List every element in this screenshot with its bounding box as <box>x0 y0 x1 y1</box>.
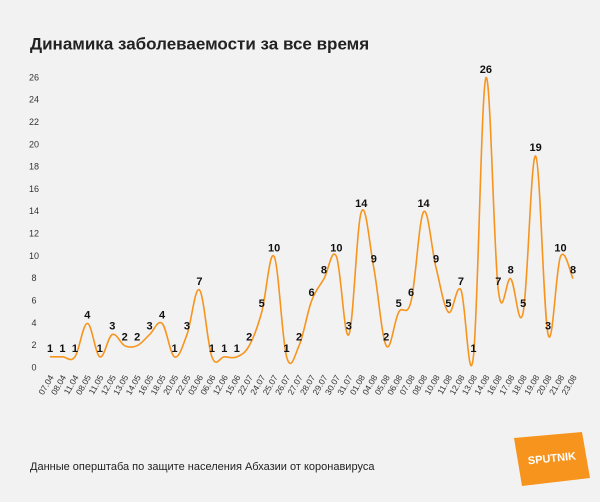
data-label: 3 <box>545 320 551 332</box>
y-tick-label: 0 <box>31 362 36 372</box>
data-label: 2 <box>246 332 252 344</box>
data-label: 2 <box>122 332 128 344</box>
data-label: 2 <box>134 332 140 344</box>
data-label: 8 <box>508 265 514 277</box>
data-label: 4 <box>159 309 166 321</box>
chart-title: Динамика заболеваемости за все время <box>30 34 369 53</box>
data-label: 3 <box>184 320 190 332</box>
data-label: 1 <box>470 343 476 355</box>
y-tick-label: 10 <box>29 251 39 261</box>
y-tick-label: 24 <box>29 95 39 105</box>
y-tick-label: 8 <box>31 273 36 283</box>
y-tick-label: 26 <box>29 72 39 82</box>
y-tick-label: 14 <box>29 206 39 216</box>
data-label: 1 <box>209 343 215 355</box>
data-label: 9 <box>433 254 439 266</box>
logo: SPUTNIK <box>514 432 590 486</box>
data-label: 10 <box>554 242 566 254</box>
logo-shape <box>514 432 590 486</box>
y-tick-label: 18 <box>29 162 39 172</box>
data-label: 3 <box>147 320 153 332</box>
data-label: 14 <box>417 198 430 210</box>
data-label: 4 <box>84 309 91 321</box>
data-label: 26 <box>480 64 492 76</box>
data-label: 7 <box>458 276 464 288</box>
data-label: 6 <box>408 287 414 299</box>
y-tick-label: 4 <box>31 318 36 328</box>
data-label: 5 <box>396 298 402 310</box>
data-label: 1 <box>284 343 290 355</box>
data-label: 5 <box>445 298 451 310</box>
data-label: 5 <box>520 298 526 310</box>
y-tick-label: 22 <box>29 117 39 127</box>
data-label: 3 <box>109 320 115 332</box>
data-label: 2 <box>383 332 389 344</box>
logo-text: SPUTNIK <box>527 450 576 467</box>
data-label: 8 <box>570 265 576 277</box>
data-label: 1 <box>97 343 103 355</box>
data-label: 19 <box>530 142 542 154</box>
data-label: 2 <box>296 332 302 344</box>
y-tick-label: 16 <box>29 184 39 194</box>
source: Данные оперштаба по защите населения Абх… <box>30 461 375 473</box>
data-label: 6 <box>308 287 314 299</box>
data-label: 8 <box>321 265 327 277</box>
data-label: 1 <box>221 343 227 355</box>
data-label: 9 <box>371 254 377 266</box>
y-tick-label: 2 <box>31 340 36 350</box>
data-label: 1 <box>171 343 177 355</box>
data-label: 10 <box>330 242 342 254</box>
data-label: 1 <box>59 343 65 355</box>
data-label: 7 <box>196 276 202 288</box>
line <box>49 77 574 367</box>
data-label: 7 <box>495 276 501 288</box>
data-label: 3 <box>346 320 352 332</box>
data-label: 10 <box>268 242 280 254</box>
data-label: 5 <box>259 298 265 310</box>
data-label: 1 <box>47 343 53 355</box>
y-tick-label: 20 <box>29 139 39 149</box>
data-label: 14 <box>355 198 368 210</box>
y-tick-label: 6 <box>31 295 36 305</box>
y-tick-label: 12 <box>29 229 39 239</box>
data-label: 1 <box>234 343 240 355</box>
data-label: 1 <box>72 343 78 355</box>
